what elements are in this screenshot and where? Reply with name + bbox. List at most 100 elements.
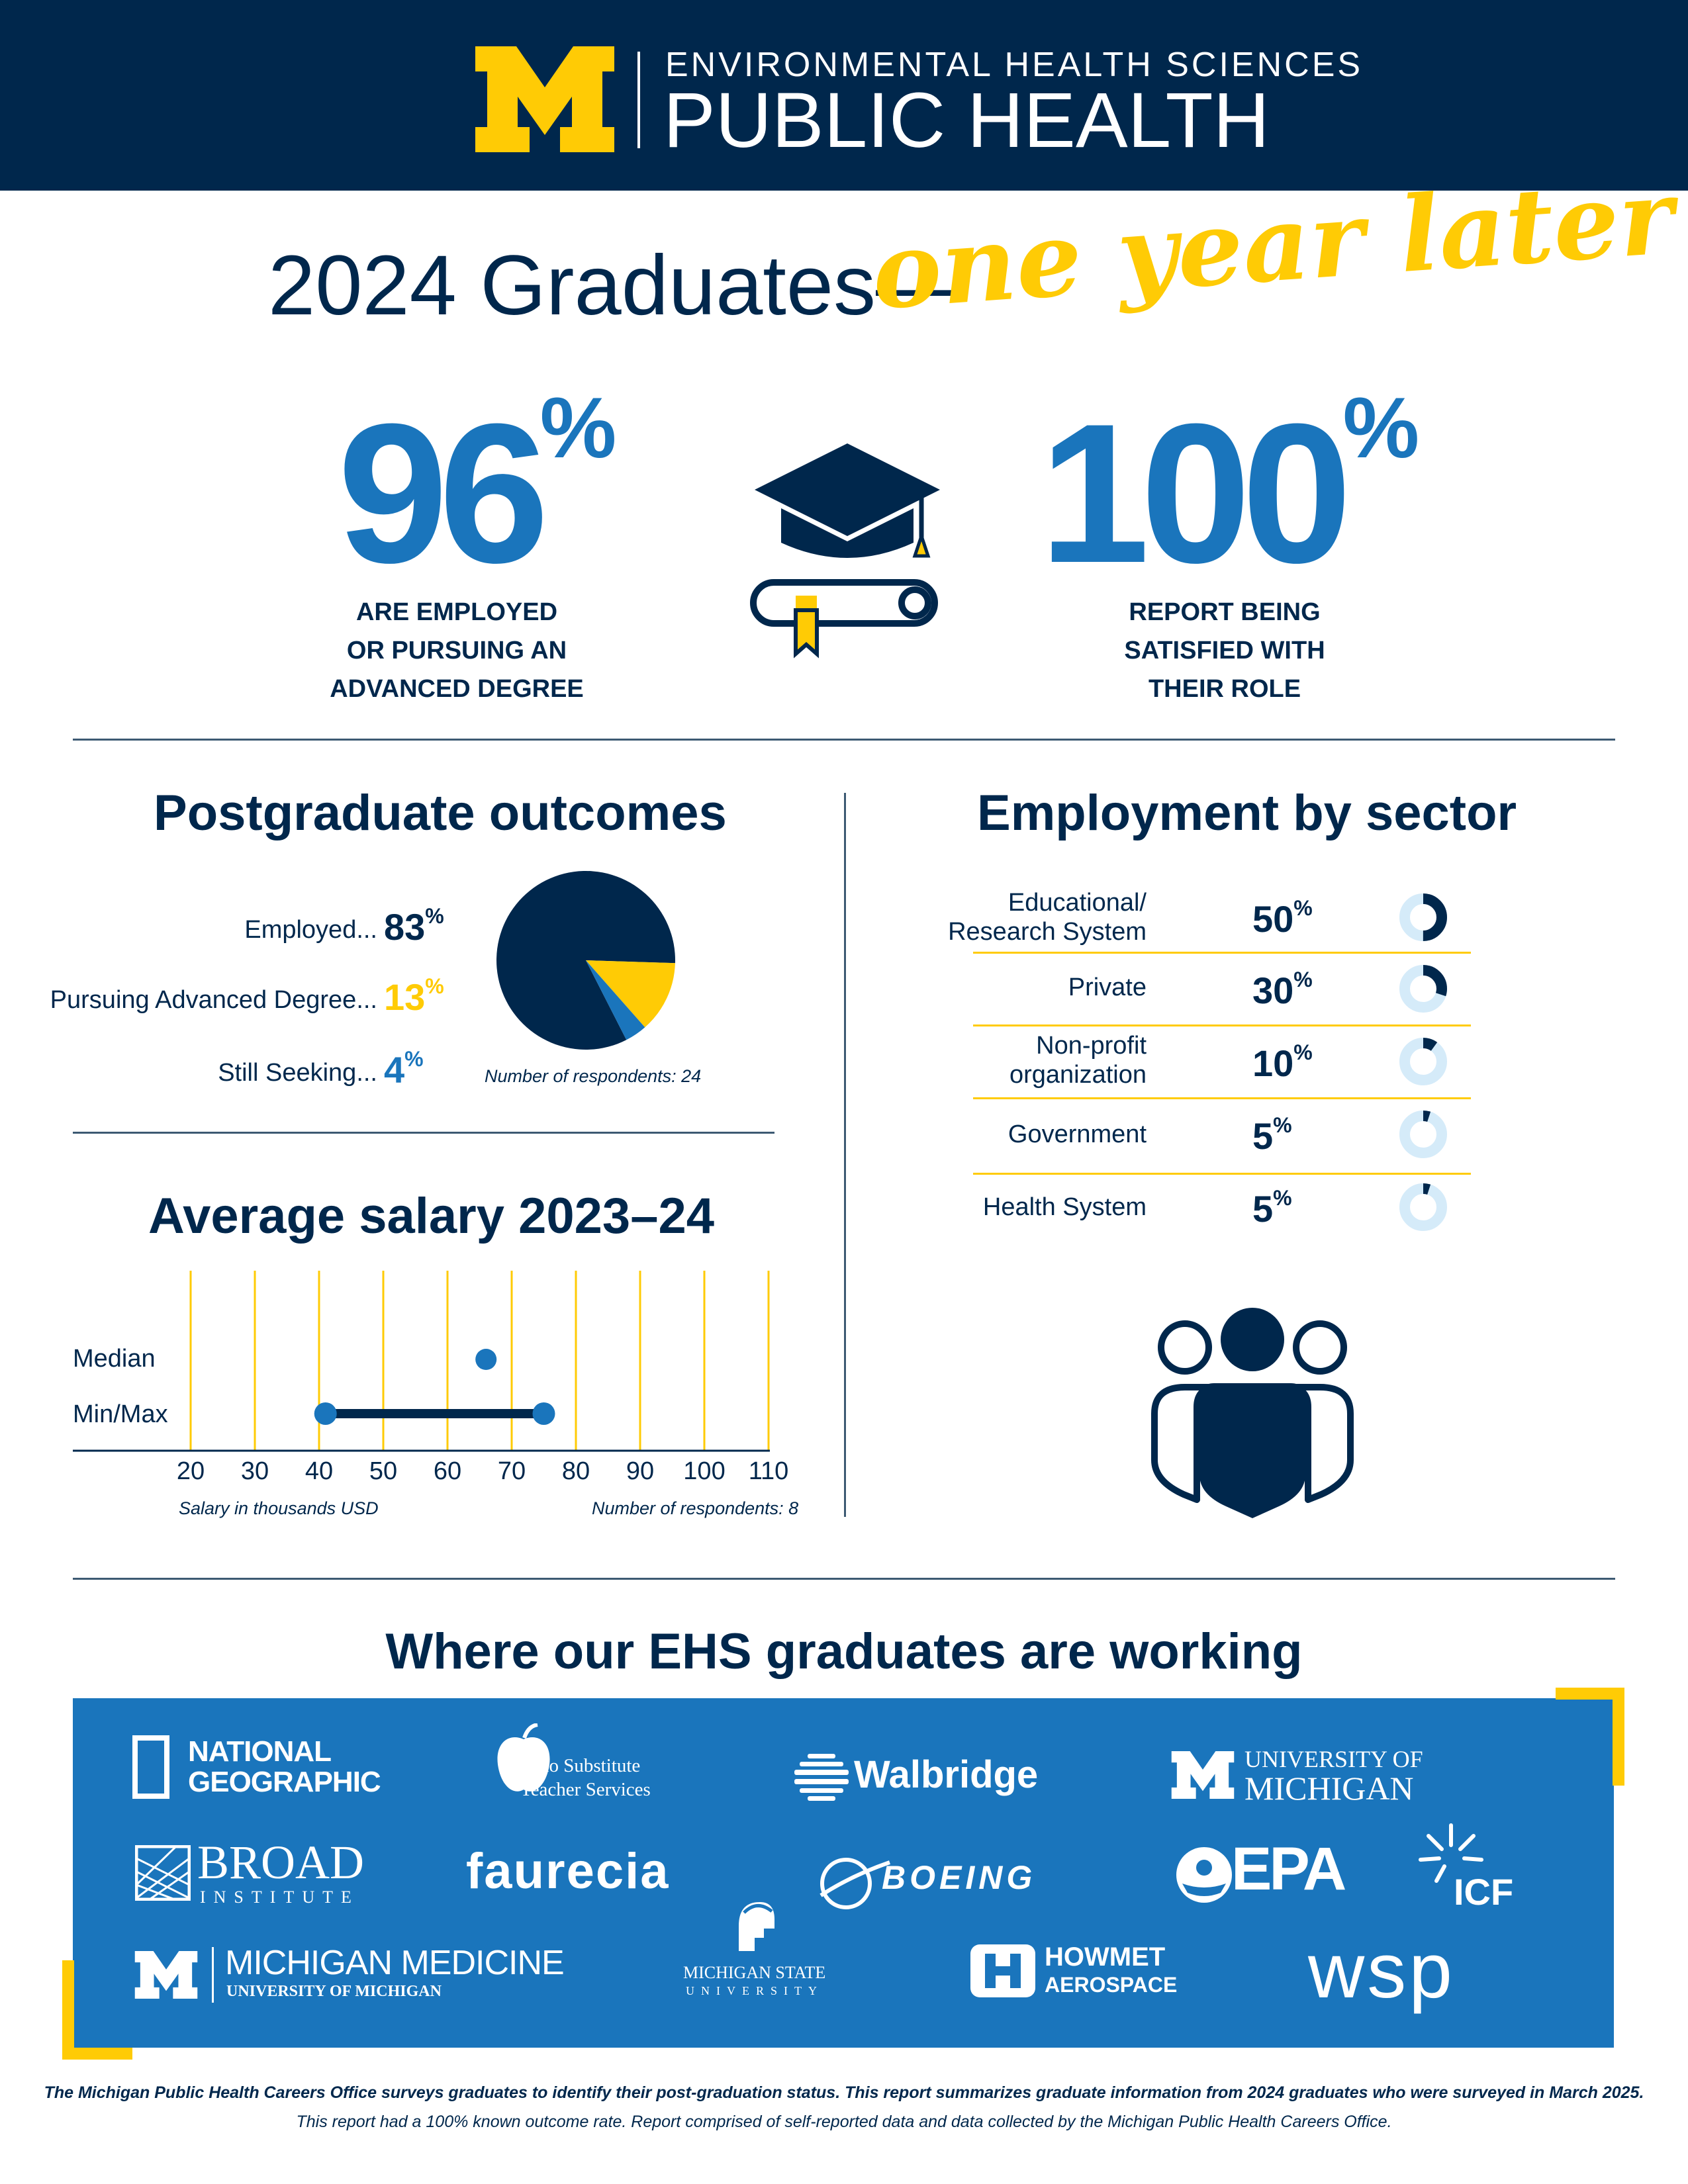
header-bar [0, 0, 1688, 191]
postgrad-title: Postgraduate outcomes [154, 785, 727, 841]
ohio-logo: Ohio Substitute Teacher Services [520, 1754, 651, 1801]
postgrad-value-degree-unit: % [425, 974, 444, 998]
sector-value-government-unit: % [1273, 1113, 1292, 1137]
faurecia-logo: faurecia [466, 1843, 670, 1899]
sector-label-line: Government [1008, 1120, 1147, 1148]
sector-value-nonprofit-number: 10 [1252, 1042, 1294, 1084]
employers-title: Where our EHS graduates are working [385, 1623, 1303, 1680]
natgeo-logo: NATIONAL GEOGRAPHIC [188, 1737, 381, 1797]
stat-employed-number: 96 [338, 382, 549, 604]
natgeo-logo-icon [132, 1735, 169, 1799]
footer-note-secondary: This report had a 100% known outcome rat… [296, 2113, 1392, 2131]
salary-max-point [532, 1402, 555, 1425]
salary-tick-label: 70 [497, 1457, 526, 1485]
sector-value-education-unit: % [1293, 896, 1313, 920]
stat-satisfied-number: 100 [1039, 382, 1352, 604]
sector-donut-charts [1399, 893, 1447, 1231]
employer-logo-band [73, 1698, 1614, 2048]
sector-value-government-number: 5 [1252, 1115, 1274, 1157]
stat-employed-label-line: OR PURSUING AN [346, 637, 567, 664]
sector-rule [973, 1024, 1471, 1026]
michigan-medicine-divider [212, 1947, 214, 2003]
msu-logo-sub: UNIVERSITY [686, 1984, 823, 1997]
salary-tick-label: 110 [748, 1457, 789, 1485]
sector-rule [973, 1173, 1471, 1175]
salary-tick-label: 30 [240, 1457, 269, 1485]
sector-label-line: organization [1009, 1061, 1147, 1089]
sector-donut-track [1399, 1183, 1447, 1231]
bracket-bottom-left [62, 2048, 132, 2060]
stat-employed-unit: % [539, 379, 617, 476]
postgrad-value-employed-number: 83 [384, 906, 426, 948]
sector-label-line: Private [1068, 974, 1147, 1001]
broad-logo-icon [135, 1845, 191, 1901]
postgrad-label-employed: Employed... [244, 916, 377, 944]
sector-value-nonprofit: 10% [1252, 1040, 1313, 1085]
bracket-top-right [1556, 1688, 1624, 1700]
stat-employed-label-line: ADVANCED DEGREE [330, 675, 584, 703]
salary-tick-label: 90 [626, 1457, 655, 1485]
salary-title: Average salary 2023–24 [148, 1188, 714, 1244]
salary-tick-label: 50 [369, 1457, 398, 1485]
sector-donut-track [1399, 1038, 1447, 1085]
howmet-logo-icon [970, 1944, 1035, 1997]
bracket-bottom-left [62, 1960, 74, 2060]
postgrad-pie-chart [496, 871, 675, 1050]
sector-donut-fill [1399, 965, 1447, 1013]
pie-slice-still-seeking [586, 960, 645, 1040]
sector-donut-fill [1399, 1111, 1447, 1158]
salary-row-label-minmax: Min/Max [73, 1400, 168, 1428]
salary-min-point [314, 1402, 337, 1425]
pie-slice-pursuing-advanced-degree [586, 960, 675, 1028]
icf-logo: ICF [1454, 1871, 1514, 1913]
broad-logo: BROAD [197, 1836, 365, 1889]
logo-text: UNIVERSITY OF [1244, 1746, 1423, 1772]
sector-rule [973, 1097, 1471, 1099]
sector-title: Employment by sector [977, 785, 1517, 841]
umich-logo: UNIVERSITY OF MICHIGAN [1244, 1745, 1423, 1807]
divider-bottom [73, 1578, 1615, 1580]
divider-vertical [844, 793, 846, 1517]
sector-label-line: Health System [982, 1193, 1147, 1221]
sector-value-nonprofit-unit: % [1293, 1040, 1313, 1064]
sector-value-education-number: 50 [1252, 898, 1294, 940]
sector-label-private: Private [802, 973, 1147, 1002]
logo-text: MICHIGAN [1244, 1770, 1414, 1807]
salary-median-point [475, 1349, 497, 1370]
walbridge-globe-icon [794, 1754, 849, 1801]
logo-text: Ohio Substitute [520, 1755, 641, 1776]
stat-satisfied-label-line: SATISFIED WITH [1124, 637, 1325, 664]
postgrad-label-degree: Pursuing Advanced Degree... [50, 986, 377, 1014]
postgrad-value-seeking-unit: % [404, 1047, 424, 1071]
howmet-logo: HOWMET AEROSPACE [1045, 1943, 1177, 1999]
wsp-logo: wsp [1308, 1927, 1455, 2015]
logo-text: NATIONAL [188, 1735, 332, 1768]
stat-employed-label-line: ARE EMPLOYED [355, 598, 558, 626]
salary-tick-label: 100 [683, 1457, 726, 1485]
postgrad-value-degree-number: 13 [384, 976, 426, 1018]
salary-tick-label: 40 [305, 1457, 334, 1485]
stat-employed-value: 96% [338, 385, 616, 592]
people-group-icon [1151, 1308, 1354, 1518]
graduation-cap-icon [750, 443, 940, 659]
sector-donut-fill [1399, 1038, 1447, 1085]
salary-row-label-median: Median [73, 1345, 156, 1373]
postgrad-value-seeking-number: 4 [384, 1049, 405, 1091]
postgrad-value-degree: 13% [384, 974, 444, 1019]
michigan-medicine-logo-sub: UNIVERSITY OF MICHIGAN [226, 1983, 442, 2000]
header-subtitle: ENVIRONMENTAL HEALTH SCIENCES [665, 46, 1364, 84]
stat-satisfied-unit: % [1342, 379, 1420, 476]
sector-label-government: Government [802, 1120, 1147, 1149]
postgrad-value-employed: 83% [384, 904, 444, 948]
sector-label-health: Health System [802, 1193, 1147, 1222]
divider-left [73, 1132, 774, 1134]
sector-value-private-number: 30 [1252, 970, 1294, 1011]
salary-tick-label: 20 [176, 1457, 205, 1485]
salary-chart [73, 1271, 770, 1452]
walbridge-logo: Walbridge [854, 1753, 1039, 1796]
spartan-helmet-icon [739, 1902, 774, 1951]
logo-text: Teacher Services [520, 1779, 651, 1800]
michigan-medicine-logo: MICHIGAN MEDICINE [225, 1944, 565, 1982]
sector-value-private: 30% [1252, 968, 1313, 1012]
block-m-logo [475, 46, 614, 152]
